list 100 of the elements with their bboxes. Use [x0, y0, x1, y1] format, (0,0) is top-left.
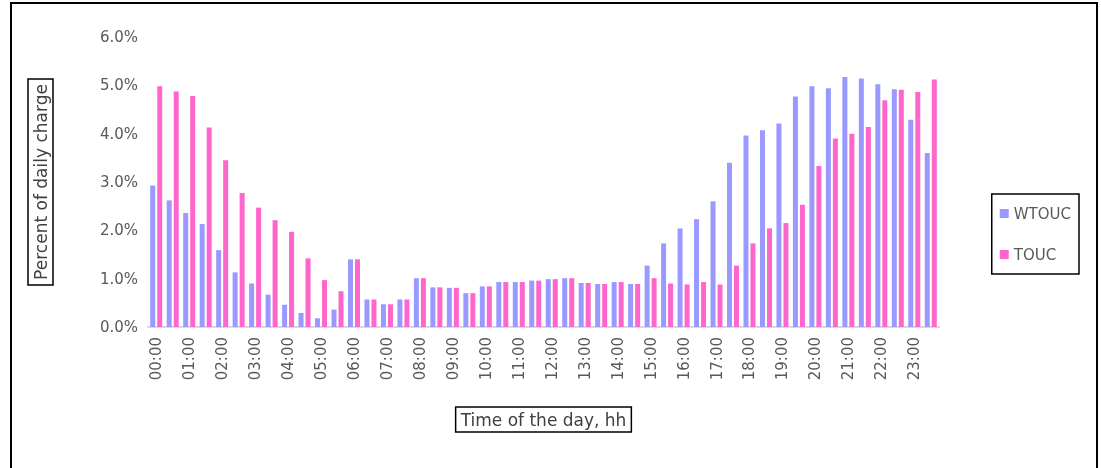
- x-tick-label: 21:00: [839, 337, 858, 381]
- x-axis-title: Time of the day, hh: [459, 409, 627, 430]
- bar: [430, 287, 436, 327]
- bar: [371, 299, 377, 327]
- bar: [766, 228, 772, 327]
- bar: [453, 287, 459, 327]
- bar: [157, 86, 163, 327]
- bar: [783, 223, 789, 327]
- x-tick-label: 10:00: [476, 337, 495, 381]
- bar: [446, 287, 452, 327]
- y-tick-label: 6.0%: [99, 28, 138, 46]
- bar: [173, 91, 179, 327]
- bar: [684, 284, 690, 327]
- bar: [915, 92, 921, 327]
- bar: [677, 228, 683, 327]
- bar: [717, 284, 723, 327]
- bar: [661, 243, 667, 327]
- bar: [479, 286, 485, 327]
- bar: [750, 243, 756, 327]
- bar: [585, 283, 591, 327]
- bar: [759, 130, 765, 327]
- x-tick-label: 07:00: [377, 337, 396, 381]
- bar: [578, 283, 584, 327]
- y-tick-label: 4.0%: [99, 124, 138, 143]
- x-tick-label: 05:00: [312, 337, 331, 381]
- bar: [536, 280, 542, 327]
- x-tick-label: 02:00: [213, 337, 232, 381]
- x-tick-label: 17:00: [707, 337, 726, 381]
- bar: [891, 89, 897, 327]
- bar: [420, 278, 426, 327]
- bar: [644, 265, 650, 327]
- bar: [743, 135, 749, 327]
- bar: [338, 291, 344, 327]
- x-tick-label: 22:00: [872, 337, 891, 381]
- legend-label: TOUC: [1012, 245, 1057, 264]
- bar: [628, 283, 634, 327]
- bar: [529, 280, 535, 327]
- bar: [364, 299, 370, 327]
- bar: [413, 278, 419, 327]
- x-tick-label: 08:00: [410, 337, 429, 381]
- x-tick-label: 00:00: [147, 337, 166, 381]
- bar: [701, 282, 707, 327]
- bar: [404, 299, 410, 327]
- bar: [875, 84, 881, 327]
- bar: [183, 212, 189, 327]
- x-tick-label: 09:00: [443, 337, 462, 381]
- bar: [206, 127, 212, 327]
- bar: [519, 282, 525, 327]
- bar: [223, 160, 229, 327]
- bar: [816, 166, 822, 327]
- x-tick-label: 01:00: [180, 337, 199, 381]
- bar: [611, 282, 617, 327]
- bar: [799, 204, 805, 327]
- y-tick-label: 3.0%: [99, 173, 138, 191]
- bar: [898, 89, 904, 327]
- legend-label: WTOUC: [1013, 204, 1072, 223]
- x-tick-label: 23:00: [905, 337, 924, 381]
- x-tick-label: 16:00: [674, 337, 693, 381]
- bar: [595, 283, 601, 327]
- bar: [545, 279, 551, 327]
- y-tick-label: 1.0%: [99, 269, 138, 288]
- y-tick-label: 0.0%: [99, 318, 138, 336]
- bar: [282, 304, 288, 327]
- bar: [865, 126, 871, 327]
- bar: [908, 119, 914, 327]
- bar: [437, 287, 443, 327]
- x-tick-label: 04:00: [279, 337, 298, 381]
- bar: [809, 86, 815, 327]
- bar: [512, 282, 518, 327]
- bar: [265, 294, 271, 327]
- x-tick-label: 14:00: [608, 337, 627, 381]
- bar: [931, 79, 937, 327]
- x-tick-label: 13:00: [575, 337, 594, 381]
- bar: [496, 282, 502, 327]
- bar: [710, 201, 716, 327]
- y-axis-title: Percent of daily charge: [30, 84, 51, 280]
- bar: [150, 185, 156, 327]
- bar: [289, 231, 295, 327]
- bar: [380, 304, 386, 327]
- bar: [463, 293, 469, 327]
- y-tick-label: 5.0%: [99, 76, 138, 95]
- x-tick-label: 11:00: [509, 337, 528, 381]
- bar: [503, 282, 509, 327]
- bar: [849, 133, 855, 327]
- bar: [397, 299, 403, 327]
- y-tick-label: 2.0%: [99, 221, 138, 240]
- x-tick-label: 06:00: [344, 337, 363, 381]
- bar: [569, 278, 575, 327]
- bar: [651, 278, 657, 327]
- bar: [635, 283, 641, 327]
- bar: [387, 304, 393, 327]
- bar: [825, 88, 831, 327]
- bar: [602, 283, 608, 327]
- bar: [776, 123, 782, 327]
- x-tick-label: 12:00: [542, 337, 561, 381]
- bar: [858, 78, 864, 327]
- bar: [470, 293, 476, 327]
- bar: [190, 95, 196, 327]
- bar: [347, 259, 353, 327]
- bar: [562, 278, 568, 327]
